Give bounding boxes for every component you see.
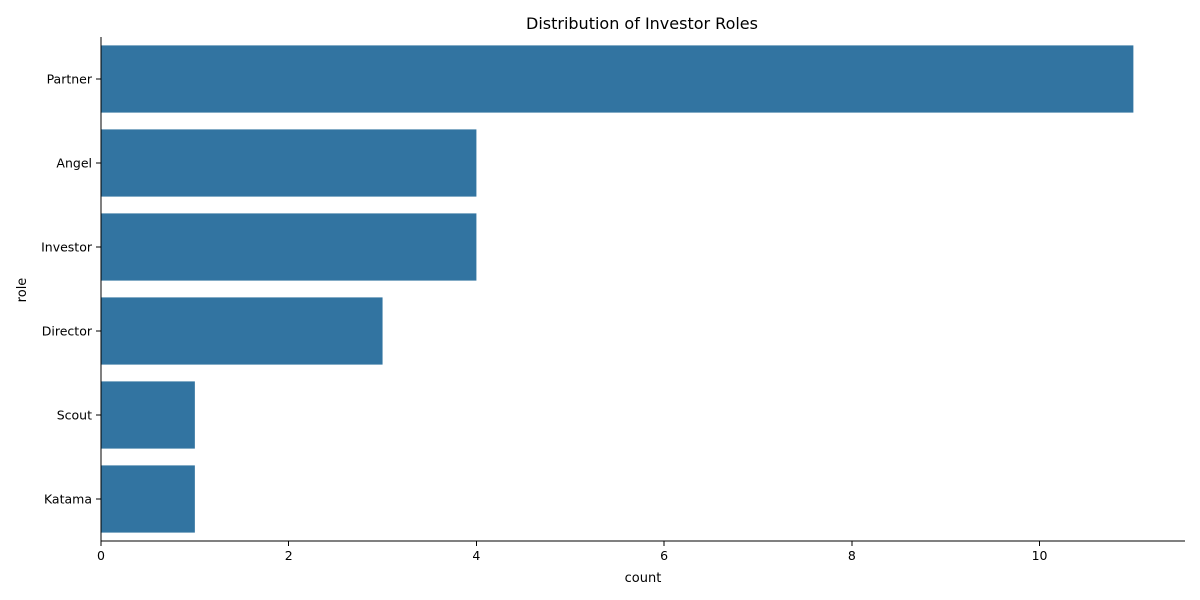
bar-director (101, 297, 383, 365)
x-axis-ticks: 0 2 4 6 8 10 (97, 541, 1048, 563)
y-tick-label-katama: Katama (44, 492, 92, 507)
bar-scout (101, 381, 195, 449)
y-tick-label-partner: Partner (47, 72, 93, 87)
y-tick-label-angel: Angel (56, 156, 92, 171)
bar-investor (101, 213, 477, 281)
bars-group (101, 45, 1134, 533)
y-tick-label-director: Director (42, 324, 93, 339)
chart-title: Distribution of Investor Roles (526, 14, 758, 33)
y-axis-ticks: Partner Angel Investor Director Scout Katama (41, 72, 101, 507)
bar-angel (101, 129, 477, 197)
bar-katama (101, 465, 195, 533)
x-tick-label-0: 0 (97, 548, 105, 563)
bar-partner (101, 45, 1134, 113)
y-tick-label-investor: Investor (41, 240, 93, 255)
x-axis-label: count (625, 571, 662, 586)
x-tick-label-4: 4 (472, 548, 480, 563)
y-tick-label-scout: Scout (57, 408, 92, 423)
x-tick-label-10: 10 (1032, 548, 1048, 563)
x-tick-label-2: 2 (285, 548, 293, 563)
x-tick-label-8: 8 (848, 548, 856, 563)
y-axis-label: role (15, 278, 30, 303)
x-tick-label-6: 6 (660, 548, 668, 563)
